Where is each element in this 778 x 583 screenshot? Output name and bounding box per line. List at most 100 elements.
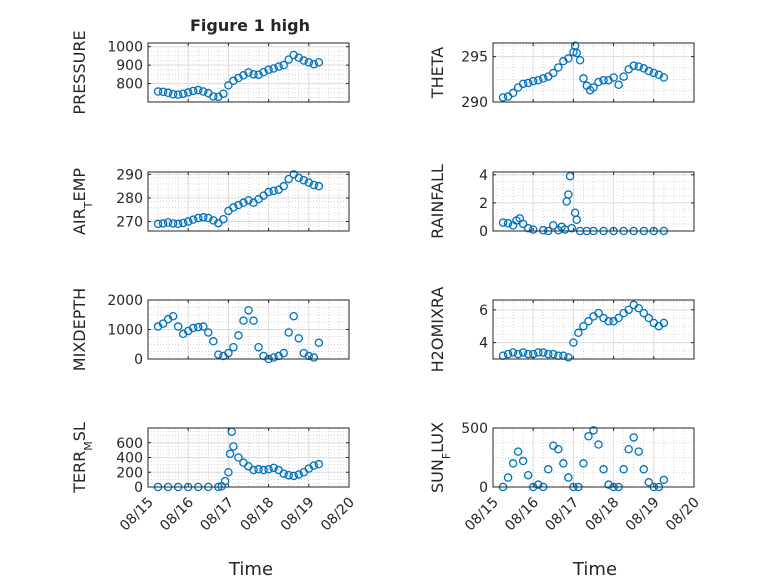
data-point: [649, 68, 659, 78]
data-point: [158, 319, 168, 328]
data-point: [259, 465, 268, 475]
data-point: [599, 465, 608, 474]
data-point: [168, 219, 178, 228]
data-point: [289, 311, 298, 321]
data-point: [183, 217, 193, 226]
data-point: [518, 348, 528, 357]
y-axis-label: MIXDEPTH: [70, 288, 89, 371]
data-point: [518, 219, 528, 229]
data-point: [249, 316, 258, 325]
data-point: [173, 219, 183, 229]
data-point: [269, 353, 278, 362]
data-point: [178, 89, 188, 98]
axes-box: [492, 427, 695, 488]
y-tick-label: 0: [134, 352, 143, 368]
data-point: [279, 469, 288, 478]
x-axis-label-right: Time: [572, 559, 617, 580]
data-point: [244, 306, 253, 315]
data-point: [589, 83, 598, 92]
x-tick-label: 08/20: [318, 495, 358, 535]
y-tick-label: 600: [116, 436, 143, 452]
data-point: [193, 322, 203, 332]
data-point: [259, 67, 268, 77]
y-tick-label: 2000: [107, 293, 143, 309]
data-point: [193, 213, 203, 223]
y-tick-label: 6: [479, 303, 488, 319]
data-point: [629, 433, 638, 442]
data-point: [234, 453, 243, 462]
data-point: [523, 470, 533, 480]
data-point: [229, 442, 238, 451]
data-point: [214, 218, 223, 228]
data-point: [284, 328, 293, 337]
x-tick-label: 08/16: [502, 494, 542, 534]
data-point: [639, 308, 649, 318]
data-point: [523, 349, 533, 359]
axes-box: [492, 42, 695, 103]
data-point: [274, 62, 283, 71]
y-tick-label: 800: [116, 77, 143, 93]
data-point: [498, 218, 508, 227]
y-axis-label: THETA: [428, 47, 447, 99]
data-point: [579, 74, 588, 83]
data-point: [224, 81, 233, 90]
plot-area: [148, 43, 349, 102]
data-point: [204, 213, 213, 223]
data-point: [624, 305, 633, 315]
y-axis-label-subscript: F: [440, 453, 453, 459]
y-tick-label: 280: [116, 191, 143, 207]
data-point: [229, 203, 238, 212]
y-tick-label: 4: [479, 336, 488, 352]
x-tick-label: 08/15: [462, 495, 502, 535]
data-point: [564, 473, 573, 482]
data-point: [193, 85, 203, 95]
x-tick-label: 08/15: [117, 495, 157, 535]
data-point: [153, 87, 163, 96]
data-point: [309, 353, 319, 362]
data-point: [533, 348, 543, 357]
data-point: [539, 226, 548, 235]
data-point: [619, 465, 628, 474]
data-point: [554, 444, 563, 454]
data-point: [163, 88, 173, 98]
data-point: [153, 219, 163, 229]
data-point: [584, 317, 593, 326]
data-point: [539, 74, 548, 83]
x-tick-label: 08/19: [278, 495, 318, 535]
data-point: [188, 215, 198, 224]
data-point: [528, 76, 538, 86]
x-tick-label: 08/18: [583, 495, 623, 535]
data-point: [294, 334, 303, 343]
data-point: [168, 90, 178, 99]
data-point: [567, 223, 576, 233]
data-point: [249, 70, 258, 79]
data-point: [173, 322, 183, 331]
data-point: [589, 426, 598, 435]
data-point: [279, 348, 288, 358]
data-point: [239, 316, 248, 325]
data-point: [244, 68, 253, 77]
x-tick-label: 08/19: [623, 495, 663, 535]
data-point: [249, 465, 258, 475]
y-axis-label: RAINFALL: [428, 164, 447, 239]
data-point: [614, 80, 623, 90]
data-point: [564, 190, 573, 199]
data-point: [518, 456, 528, 466]
data-point: [634, 303, 643, 313]
data-point: [199, 213, 208, 222]
y-tick-label: 500: [461, 421, 488, 437]
data-point: [214, 350, 223, 359]
data-point: [234, 331, 243, 340]
data-point: [284, 174, 293, 184]
subplot-mixdepth: 0 1000 2000 MIXDEPTH: [70, 288, 350, 371]
y-tick-label: 0: [134, 480, 143, 496]
data-point: [294, 470, 303, 479]
data-point: [188, 86, 198, 96]
data-point: [304, 351, 314, 361]
data-point: [224, 467, 233, 477]
plot-area: [493, 300, 694, 359]
data-point: [314, 459, 324, 469]
data-point: [299, 176, 309, 185]
data-point: [279, 60, 288, 70]
